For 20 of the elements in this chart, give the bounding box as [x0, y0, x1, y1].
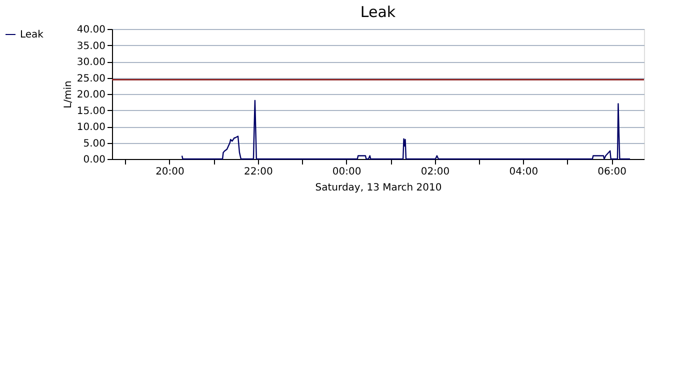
y-tick-label: 25.00 — [76, 73, 106, 84]
x-tick-label: 06:00 — [598, 166, 626, 178]
y-tick-label: 30.00 — [76, 57, 106, 68]
y-tick-label: 35.00 — [76, 40, 106, 52]
x-tick-label: 04:00 — [509, 166, 538, 178]
y-tick-label: 0.00 — [83, 154, 106, 166]
x-tick-label: 22:00 — [244, 166, 273, 178]
y-tick-label: 5.00 — [83, 138, 106, 150]
y-tick-label: 40.00 — [76, 24, 106, 36]
chart-title: Leak — [360, 3, 396, 21]
x-tick-label: 00:00 — [332, 166, 362, 178]
y-tick-label: 20.00 — [76, 90, 106, 100]
line-series — [181, 100, 631, 160]
x-tick-label: 02:00 — [420, 166, 450, 178]
y-axis-title: L/min — [62, 80, 74, 108]
legend-label: Leak — [20, 30, 44, 40]
x-axis-title: Saturday, 13 March 2010 — [315, 182, 442, 194]
y-tick-label: 15.00 — [76, 106, 106, 117]
x-tick-label: 20:00 — [156, 166, 184, 178]
y-tick-label: 10.00 — [76, 122, 106, 133]
